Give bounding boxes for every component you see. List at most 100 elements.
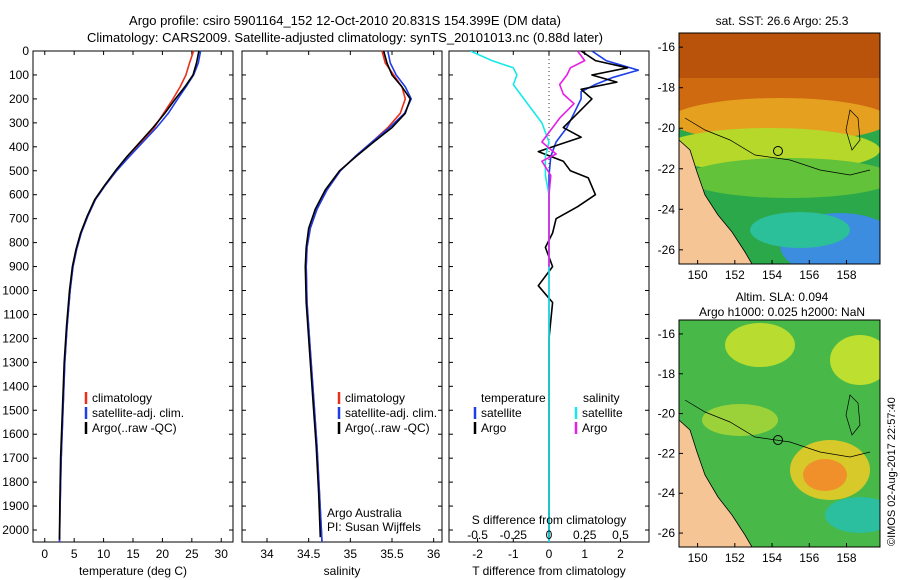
map-x-tick-label: 150 — [688, 268, 708, 282]
depth-tick-label: 1400 — [2, 379, 29, 393]
sst-map-axes: 150 152 154 156 158 -16 -18 -20 -22 -24 -26 — [658, 40, 857, 282]
x-tick-label: 30 — [215, 547, 229, 561]
map-x-tick-label: 154 — [762, 268, 782, 282]
x-tick-label: 34.5 — [297, 547, 321, 561]
legend-argo-label: Argo(..raw -QC) — [92, 421, 177, 435]
argo-australia-annotation: Argo Australia — [327, 506, 402, 520]
s-difference-ticks: -0.5 -0.25 0 0.25 0.5 — [467, 528, 629, 542]
sst-hot-band — [679, 33, 880, 78]
x-tick-label: 0 — [41, 547, 48, 561]
figure-title-line1: Argo profile: csiro 5901164_152 12-Oct-2… — [129, 13, 561, 28]
legend-temperature-header: temperature — [481, 391, 546, 405]
legend-argo-label: Argo(..raw -QC) — [345, 421, 430, 435]
sst-map-frame — [678, 32, 881, 265]
depth-tick-label: 0 — [22, 44, 29, 58]
depth-tick-label: 1800 — [2, 475, 29, 489]
map-y-tick-label: -16 — [658, 40, 676, 54]
depth-tick-label: 1200 — [2, 331, 29, 345]
map-x-tick-label: 156 — [799, 551, 819, 565]
x-tick-label: 35 — [344, 547, 358, 561]
map-y-tick-label: -20 — [658, 407, 676, 421]
map-y-tick-label: -20 — [658, 121, 676, 135]
temperature-x-axis: 0 5 10 15 20 25 30 — [41, 51, 228, 561]
sst-map — [679, 33, 880, 264]
x-tick-label: 5 — [71, 547, 78, 561]
depth-tick-label: 200 — [9, 92, 29, 106]
x-tick-label: 25 — [185, 547, 199, 561]
legend-s-argo-label: Argo — [582, 421, 608, 435]
sla-yellow-zone-2 — [830, 335, 880, 385]
temperature-x-label: temperature (deg C) — [79, 564, 187, 578]
depth-tick-label: 1500 — [2, 403, 29, 417]
depth-tick-label: 900 — [9, 260, 29, 274]
x-tick-label: 15 — [126, 547, 140, 561]
legend-satellite-label: satellite-adj. clim. — [345, 406, 437, 420]
depth-tick-label: 800 — [9, 236, 29, 250]
sla-yellow-zone-1 — [725, 323, 795, 367]
map-x-tick-label: 152 — [725, 551, 745, 565]
sla-map-axes: 150 152 154 156 158 -16 -18 -20 -22 -24 -26 — [658, 327, 857, 565]
series-line-argo — [537, 51, 629, 540]
s-difference-label: S difference from climatology — [472, 513, 627, 527]
sla-map-title: Altim. SLA: 0.094 — [736, 290, 829, 304]
sla-teal-zone — [825, 497, 880, 533]
sla-map — [679, 320, 880, 547]
salinity-x-axis: 34 34.5 35 35.5 36 — [260, 51, 441, 561]
salinity-legend: climatology satellite-adj. clim. Argo(..… — [337, 391, 437, 435]
legend-t-argo-label: Argo — [481, 421, 507, 435]
series-line-argo — [58, 51, 200, 540]
figure-title-line2: Climatology: CARS2009. Satellite-adjuste… — [87, 30, 603, 45]
depth-tick-label: 1000 — [2, 284, 29, 298]
map-y-tick-label: -18 — [658, 81, 676, 95]
sla-reef-outline — [845, 394, 861, 436]
legend-climatology-label: climatology — [92, 391, 152, 405]
sst-land — [679, 139, 753, 264]
salinity-lines — [304, 51, 413, 542]
argo-position-marker — [773, 435, 783, 445]
x-tick-label: 35.5 — [380, 547, 404, 561]
depth-tick-label: 1600 — [2, 427, 29, 441]
map-y-tick-label: -26 — [658, 243, 676, 257]
sla-map-subtitle: Argo h1000: 0.025 h2000: NaN — [699, 305, 865, 319]
salinity-x-label: salinity — [324, 564, 361, 578]
sst-reef-outline — [845, 109, 861, 151]
sla-land — [679, 419, 753, 547]
map-y-tick-label: -22 — [658, 446, 676, 460]
legend-s-satellite-label: satellite — [582, 406, 623, 420]
depth-tick-label: 1900 — [2, 499, 29, 513]
map-y-tick-label: -24 — [658, 486, 676, 500]
map-x-tick-label: 152 — [725, 268, 745, 282]
sla-map-frame — [678, 319, 881, 548]
x-tick-label: 0 — [546, 547, 553, 561]
imos-credit: ©IMOS 02-Aug-2017 22:57:40 — [886, 397, 898, 546]
series-line-salinity_sat — [470, 51, 550, 542]
s-diff-tick-label: 0.5 — [612, 528, 629, 542]
map-y-tick-label: -18 — [658, 367, 676, 381]
temperature-lines — [58, 51, 202, 542]
sla-hot-zone — [803, 459, 847, 491]
sst-green-zone — [685, 158, 880, 198]
s-diff-tick-label: -0.5 — [467, 528, 488, 542]
s-diff-tick-label: 0.25 — [573, 528, 597, 542]
depth-tick-label: 400 — [9, 140, 29, 154]
x-tick-label: -2 — [472, 547, 483, 561]
temperature-plot-frame — [32, 50, 234, 543]
pi-annotation: PI: Susan Wijffels — [327, 520, 421, 534]
map-x-tick-label: 150 — [688, 551, 708, 565]
depth-tick-label: 100 — [9, 68, 29, 82]
x-tick-label: 36 — [427, 547, 441, 561]
x-tick-label: -1 — [508, 547, 519, 561]
temperature-legend: climatology satellite-adj. clim. Argo(..… — [84, 391, 184, 435]
depth-tick-label: 700 — [9, 212, 29, 226]
depth-tick-label: 600 — [9, 188, 29, 202]
legend-climatology-label: climatology — [345, 391, 405, 405]
sla-green-yellow-zone — [702, 404, 778, 436]
x-tick-label: 20 — [156, 547, 170, 561]
map-y-tick-label: -24 — [658, 202, 676, 216]
depth-tick-label: 1100 — [3, 307, 29, 321]
series-line-salinity_argo — [541, 51, 586, 267]
sst-isobath — [684, 117, 871, 176]
salinity-plot-frame — [241, 50, 443, 543]
depth-tick-label: 300 — [9, 116, 29, 130]
